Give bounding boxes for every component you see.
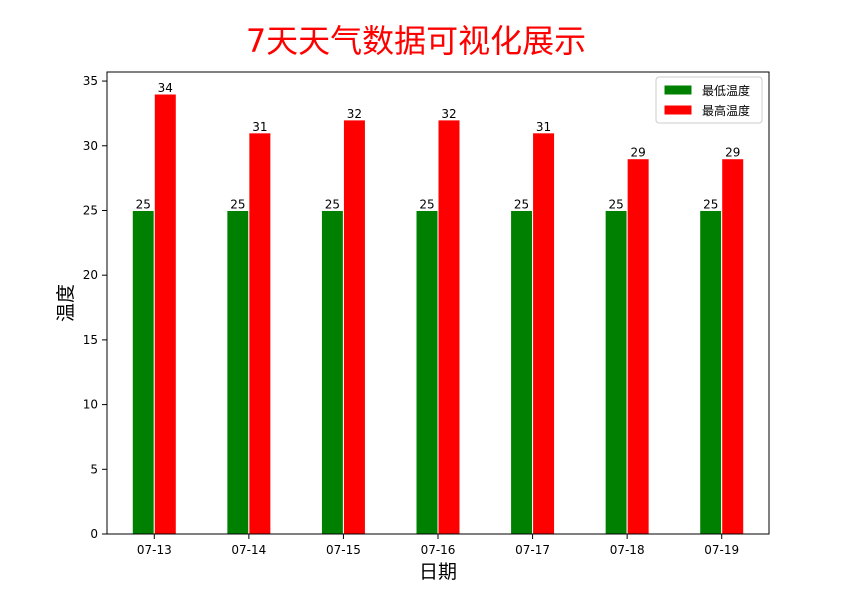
x-tick-label: 07-17: [515, 543, 550, 557]
data-label-min-07-13: 25: [136, 197, 151, 211]
legend-swatch-min: [663, 84, 693, 96]
plot-frame: [106, 71, 770, 535]
bar-min-07-17: [510, 209, 534, 535]
x-tick-label: 07-18: [610, 543, 645, 557]
bar-min-07-16: [415, 209, 439, 535]
legend-label-max: 最高温度: [702, 103, 750, 118]
bar-min-07-18: [604, 209, 628, 535]
data-label-min-07-14: 25: [230, 197, 245, 211]
data-label-min-07-18: 25: [609, 197, 624, 211]
y-tick-label: 35: [83, 74, 98, 88]
data-label-min-07-19: 25: [703, 197, 718, 211]
bar-max-07-15: [342, 119, 366, 535]
y-tick-label: 30: [83, 139, 98, 153]
y-tick-label: 15: [83, 333, 98, 347]
bar-min-07-15: [320, 209, 344, 535]
x-tick-label: 07-15: [326, 543, 361, 557]
bar-min-07-13: [131, 209, 155, 535]
bar-max-07-14: [248, 132, 272, 535]
y-tick-label: 10: [83, 398, 98, 412]
data-label-max-07-15: 32: [347, 107, 362, 121]
x-tick-label: 07-19: [704, 543, 739, 557]
bar-max-07-16: [437, 119, 461, 535]
y-tick-label: 0: [90, 527, 98, 541]
x-axis-label: 日期: [419, 561, 457, 583]
data-label-min-07-15: 25: [325, 197, 340, 211]
data-label-max-07-16: 32: [441, 107, 456, 121]
data-label-max-07-13: 34: [158, 81, 173, 95]
legend-swatch-max: [663, 104, 693, 116]
bar-max-07-17: [532, 132, 556, 535]
data-label-max-07-17: 31: [536, 120, 551, 134]
legend-label-min: 最低温度: [702, 83, 750, 98]
data-label-min-07-16: 25: [419, 197, 434, 211]
y-axis-label: 温度: [55, 284, 77, 322]
plot-area: 25 34 07-13 25 31 07-14 25 32 07-15 25 32 07-16 25 31…: [83, 71, 770, 557]
x-tick-label: 07-13: [137, 543, 172, 557]
bar-max-07-18: [626, 158, 650, 535]
bar-min-07-19: [699, 209, 723, 535]
bar-max-07-19: [721, 158, 745, 535]
x-tick-label: 07-14: [231, 543, 266, 557]
data-label-max-07-14: 31: [252, 120, 267, 134]
data-label-max-07-18: 29: [631, 146, 646, 160]
y-tick-label: 20: [83, 268, 98, 282]
bar-max-07-13: [153, 93, 177, 535]
chart-title: 7天天气数据可视化展示: [246, 22, 586, 60]
x-tick-label: 07-16: [421, 543, 456, 557]
y-tick-label: 25: [83, 203, 98, 217]
data-label-max-07-19: 29: [725, 146, 740, 160]
bar-min-07-14: [226, 209, 250, 535]
data-label-min-07-17: 25: [514, 197, 529, 211]
y-tick-label: 5: [90, 462, 98, 476]
